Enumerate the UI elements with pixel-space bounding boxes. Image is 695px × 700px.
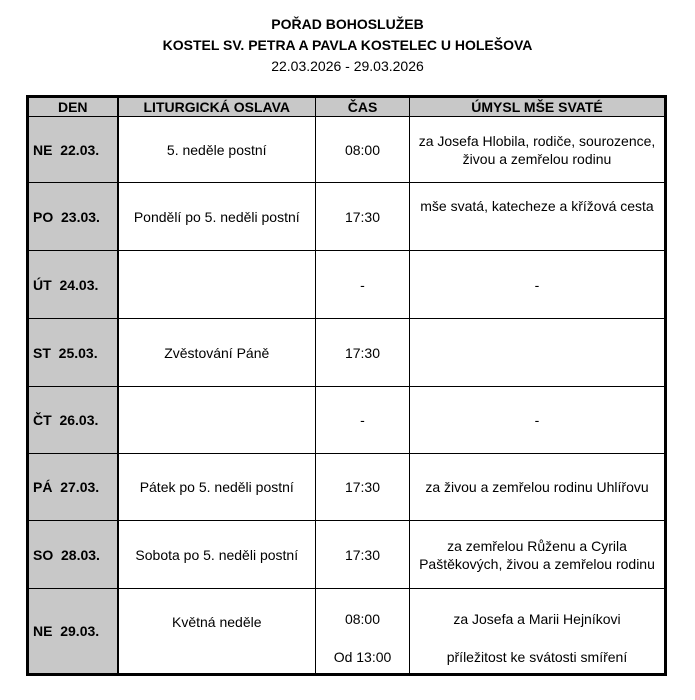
intention-cell: za Josefa Hlobila, rodiče, sourozence, ž… [409, 116, 666, 183]
table-row: ČT 26.03. - - [27, 386, 666, 454]
time-cell: 17:30 [315, 318, 410, 387]
table-row: PO 23.03. Pondělí po 5. neděli postní 17:3… [27, 182, 666, 251]
intention-cell: za zemřelou Růženu a Cyrila Paštěkových,… [409, 520, 666, 589]
intention-cell: za Josefa a Marii Hejníkovi příležitost … [409, 588, 666, 675]
schedule-table: DEN LITURGICKÁ OSLAVA ČAS ÚMYSL MŠE SVAT… [26, 95, 667, 676]
day-cell: PO 23.03. [27, 182, 119, 251]
celebration-cell: Pátek po 5. neděli postní [117, 453, 316, 521]
intention-value: příležitost ke svátosti smíření [446, 649, 628, 665]
intention-cell: mše svatá, katecheze a křížová cesta [409, 182, 666, 251]
intention-cell: - [409, 386, 666, 454]
table-row: NE 22.03. 5. neděle postní 08:00 za Josefa … [27, 116, 666, 183]
time-cell: 08:00 [315, 116, 410, 183]
day-cell: ST 25.03. [27, 318, 119, 387]
time-cell: 17:30 [315, 520, 410, 589]
time-value: Od 13:00 [333, 649, 392, 665]
time-cell: 17:30 [315, 453, 410, 521]
day-cell: SO 28.03. [27, 520, 119, 589]
day-cell: ÚT 24.03. [27, 250, 119, 319]
intention-value: za Josefa a Marii Hejníkovi [453, 611, 621, 627]
column-header-time: ČAS [315, 96, 410, 117]
celebration-cell: Květná neděle [117, 588, 316, 675]
intention-cell [409, 318, 666, 387]
celebration-cell: Sobota po 5. neděli postní [117, 520, 316, 589]
column-header-day: DEN [27, 96, 119, 117]
column-header-intention: ÚMYSL MŠE SVATÉ [409, 96, 666, 117]
page-title: POŘAD BOHOSLUŽEB [271, 16, 424, 32]
time-cell: - [315, 250, 410, 319]
table-row: PÁ 27.03. Pátek po 5. neděli postní 17:30 z… [27, 453, 666, 521]
table-row: ST 25.03. Zvěstování Páně 17:30 [27, 318, 666, 387]
day-cell: NE 29.03. [27, 588, 119, 675]
table-row: NE 29.03. Květná neděle 08:00 Od 13:00 z… [27, 588, 666, 675]
time-cell: 17:30 [315, 182, 410, 251]
date-range: 22.03.2026 - 29.03.2026 [271, 58, 424, 74]
intention-cell: - [409, 250, 666, 319]
table-row: SO 28.03. Sobota po 5. neděli postní 17:30… [27, 520, 666, 589]
church-name: KOSTEL SV. PETRA A PAVLA KOSTELEC U HOLE… [162, 37, 533, 53]
table-row: ÚT 24.03. - - [27, 250, 666, 319]
day-cell: PÁ 27.03. [27, 453, 119, 521]
celebration-cell [117, 386, 316, 454]
day-cell: NE 22.03. [27, 116, 119, 183]
celebration-cell: Zvěstování Páně [117, 318, 316, 387]
time-value: 08:00 [344, 611, 381, 627]
celebration-cell [117, 250, 316, 319]
table-header-row: DEN LITURGICKÁ OSLAVA ČAS ÚMYSL MŠE SVAT… [27, 96, 666, 117]
column-header-celebration: LITURGICKÁ OSLAVA [117, 96, 316, 117]
celebration-cell: Pondělí po 5. neděli postní [117, 182, 316, 251]
celebration-cell: 5. neděle postní [117, 116, 316, 183]
time-cell: 08:00 Od 13:00 [315, 588, 410, 675]
intention-cell: za živou a zemřelou rodinu Uhlířovu [409, 453, 666, 521]
day-cell: ČT 26.03. [27, 386, 119, 454]
time-cell: - [315, 386, 410, 454]
